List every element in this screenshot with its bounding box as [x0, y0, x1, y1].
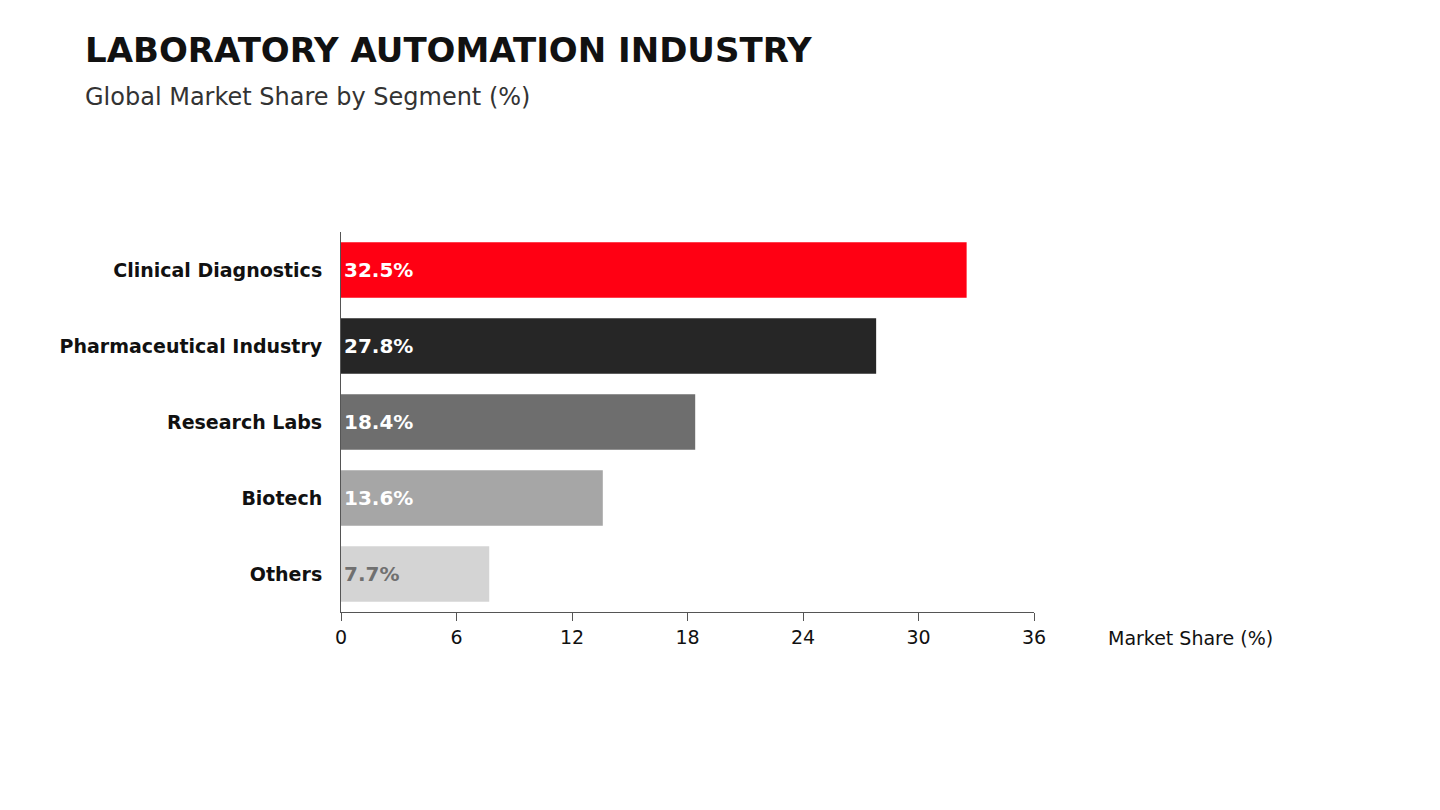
svg-text:18: 18	[675, 626, 699, 648]
svg-text:7.7%: 7.7%	[344, 562, 399, 586]
svg-text:Clinical Diagnostics: Clinical Diagnostics	[113, 259, 322, 281]
svg-text:30: 30	[906, 626, 930, 648]
svg-text:Global Market Share by Segment: Global Market Share by Segment (%)	[85, 83, 530, 111]
svg-text:24: 24	[791, 626, 815, 648]
svg-text:27.8%: 27.8%	[344, 334, 413, 358]
svg-text:Market Share (%): Market Share (%)	[1108, 627, 1273, 649]
svg-text:Biotech: Biotech	[241, 487, 322, 509]
svg-text:6: 6	[450, 626, 462, 648]
svg-text:12: 12	[560, 626, 584, 648]
svg-text:36: 36	[1022, 626, 1046, 648]
svg-text:Others: Others	[250, 563, 322, 585]
svg-text:13.6%: 13.6%	[344, 486, 413, 510]
svg-text:32.5%: 32.5%	[344, 258, 413, 282]
svg-text:LABORATORY AUTOMATION INDUSTRY: LABORATORY AUTOMATION INDUSTRY	[85, 30, 812, 70]
svg-text:Pharmaceutical Industry: Pharmaceutical Industry	[60, 335, 323, 357]
svg-text:Research Labs: Research Labs	[167, 411, 322, 433]
svg-text:18.4%: 18.4%	[344, 410, 413, 434]
svg-text:0: 0	[335, 626, 347, 648]
